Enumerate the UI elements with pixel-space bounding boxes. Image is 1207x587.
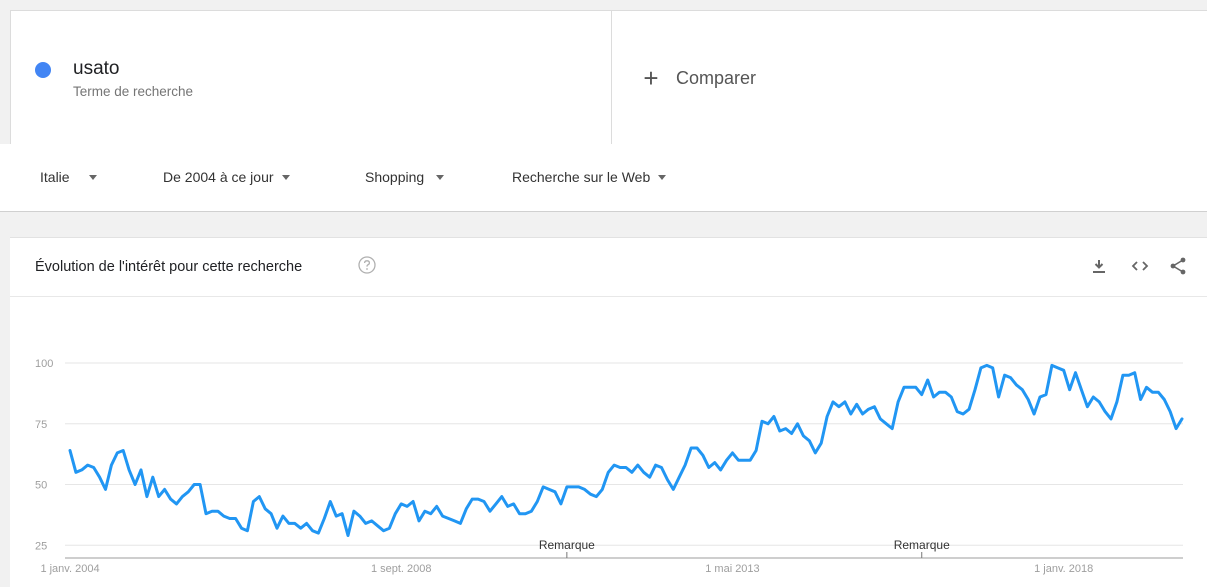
interest-over-time-card: Évolution de l'intérêt pour cette recher… xyxy=(10,237,1207,587)
y-tick-label: 75 xyxy=(35,419,47,431)
annotation-label[interactable]: Remarque xyxy=(539,538,595,552)
period-dropdown[interactable]: De 2004 à ce jour xyxy=(163,169,290,185)
chevron-down-icon xyxy=(88,174,97,180)
category-dropdown[interactable]: Shopping xyxy=(365,169,445,185)
category-value: Shopping xyxy=(365,169,425,185)
search-type-dropdown[interactable]: Recherche sur le Web xyxy=(512,169,667,185)
x-tick-label: 1 sept. 2008 xyxy=(371,563,432,575)
share-icon[interactable] xyxy=(1168,256,1188,276)
annotation-label[interactable]: Remarque xyxy=(894,538,950,552)
help-icon[interactable] xyxy=(358,256,376,274)
search-type-value: Recherche sur le Web xyxy=(512,169,651,185)
period-value: De 2004 à ce jour xyxy=(163,169,274,185)
embed-icon[interactable] xyxy=(1130,256,1150,276)
interest-line-chart: 25 50 75 100 1 janv. 2004 1 sept. 2008 1 mai 2… xyxy=(35,358,1184,575)
chevron-down-icon xyxy=(658,174,667,180)
series-color-dot xyxy=(35,62,51,78)
search-term-card[interactable]: usato Terme de recherche xyxy=(10,11,612,144)
region-value: Italie xyxy=(40,169,70,185)
y-tick-label: 25 xyxy=(35,540,47,552)
chevron-down-icon xyxy=(436,174,445,180)
compare-label: Comparer xyxy=(676,67,757,88)
filter-bar: Italie De 2004 à ce jour Shopping Recher… xyxy=(0,144,1207,212)
series-line-usato[interactable] xyxy=(68,363,1184,537)
chart-header: Évolution de l'intérêt pour cette recher… xyxy=(10,238,1207,297)
region-dropdown[interactable]: Italie xyxy=(40,169,97,185)
search-terms-panel: usato Terme de recherche + Comparer xyxy=(10,10,1207,145)
chevron-down-icon xyxy=(281,174,290,180)
x-tick-label: 1 mai 2013 xyxy=(705,563,759,575)
search-term-type: Terme de recherche xyxy=(73,84,194,99)
search-term-name[interactable]: usato xyxy=(73,58,120,79)
download-icon[interactable] xyxy=(1089,256,1109,276)
y-tick-label: 100 xyxy=(35,358,53,370)
y-tick-label: 50 xyxy=(35,480,47,492)
x-tick-label: 1 janv. 2018 xyxy=(1034,563,1093,575)
chart-title: Évolution de l'intérêt pour cette recher… xyxy=(35,259,303,275)
x-tick-label: 1 janv. 2004 xyxy=(40,563,99,575)
plus-icon: + xyxy=(643,63,659,93)
compare-button[interactable]: + Comparer xyxy=(640,65,756,91)
